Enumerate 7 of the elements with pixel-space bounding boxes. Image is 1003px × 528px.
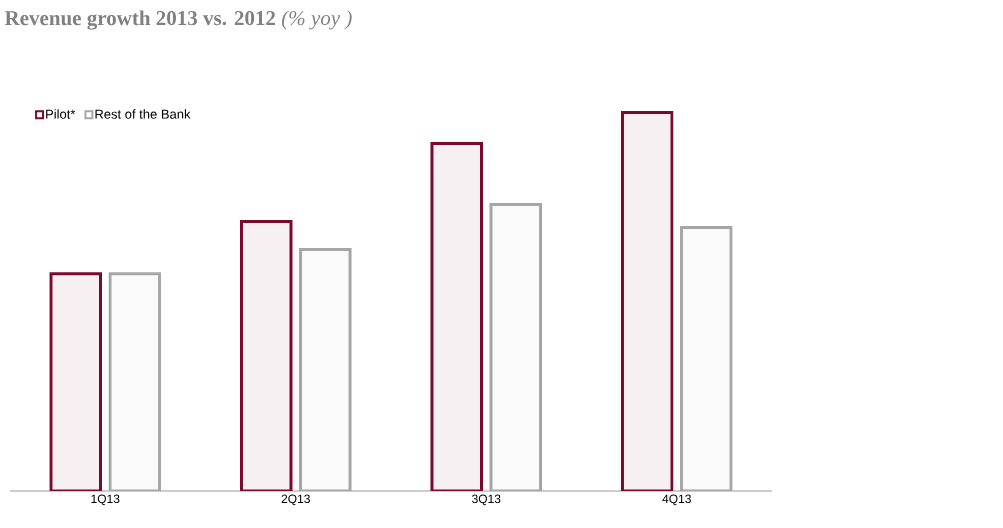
x-tick-label: 4Q13 [662,494,691,506]
x-tick-label: 1Q13 [91,494,120,506]
x-tick-label: 3Q13 [472,494,501,506]
chart-title: Revenue growth 2013 vs. 2012 (% yoy ) [4,10,352,30]
x-tick-label: 2Q13 [281,494,310,506]
legend-label: Rest of the Bank [95,109,191,119]
legend-label: Pilot* [46,109,76,119]
